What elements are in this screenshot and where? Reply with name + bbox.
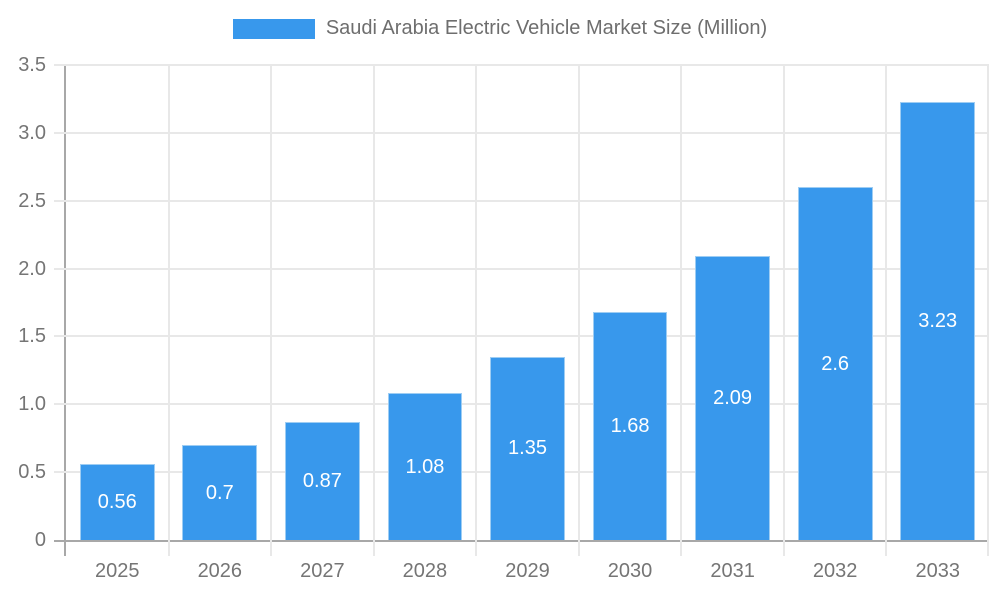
y-axis-line	[64, 65, 66, 556]
bar: 0.7	[182, 445, 258, 540]
bar-value-label: 3.23	[918, 309, 958, 332]
v-gridline	[577, 65, 580, 556]
bar-value-label: 1.68	[610, 415, 650, 437]
bar: 1.68	[592, 312, 668, 540]
bar-value-label: 0.56	[97, 491, 137, 513]
x-tick-label: 2032	[812, 560, 858, 582]
v-gridline	[372, 65, 375, 556]
plot-area: 0 0.5 1.0 1.5 2.0 2.5 3.0 3.5 0.56 2025 0.7 2026 0.8…	[18, 54, 989, 582]
x-tick-label: 2025	[95, 560, 140, 582]
v-gridline	[680, 65, 683, 556]
v-gridline	[167, 65, 170, 556]
x-tick-label: 2026	[197, 560, 243, 582]
x-tick-label: 2027	[300, 560, 345, 582]
x-tick-label: 2028	[402, 560, 448, 582]
bar-value-label: 2.6	[821, 352, 850, 375]
bar: 1.35	[490, 356, 565, 540]
y-tick-label: 0.5	[18, 461, 46, 484]
legend-swatch-icon	[232, 18, 315, 39]
legend[interactable]: Saudi Arabia Electric Vehicle Market Siz…	[0, 17, 1000, 40]
bar-value-label: 2.09	[713, 387, 753, 410]
y-tick-label: 3.5	[18, 54, 46, 76]
h-gridline	[54, 131, 989, 134]
bar: 3.23	[900, 101, 976, 540]
v-gridline	[987, 65, 989, 556]
bar-value-label: 1.08	[405, 455, 445, 478]
v-gridline	[782, 65, 785, 556]
y-tick-label: 0	[34, 529, 46, 551]
legend-label: Saudi Arabia Electric Vehicle Market Siz…	[325, 17, 768, 39]
v-gridline	[475, 65, 478, 556]
y-tick-label: 3.0	[18, 121, 46, 144]
y-tick-label: 2.0	[18, 257, 46, 280]
bar-value-label: 0.7	[205, 481, 234, 504]
x-axis-line	[54, 540, 989, 542]
x-tick-label: 2033	[915, 560, 960, 582]
x-tick-label: 2029	[505, 560, 550, 582]
bar-value-label: 1.35	[508, 437, 547, 460]
bar: 2.09	[695, 256, 771, 540]
h-gridline	[54, 267, 989, 270]
bar: 1.08	[387, 393, 463, 540]
v-gridline	[270, 65, 273, 556]
y-tick-label: 1.0	[18, 393, 46, 416]
h-gridline	[54, 199, 989, 202]
bar: 2.6	[797, 187, 873, 540]
h-gridline	[54, 335, 989, 338]
y-tick-label: 1.5	[18, 325, 46, 348]
bar: 0.87	[284, 421, 360, 540]
x-tick-label: 2031	[710, 560, 755, 582]
bar: 0.56	[79, 464, 155, 540]
v-gridline	[885, 65, 888, 556]
bar-value-label: 0.87	[302, 469, 342, 492]
h-gridline	[54, 64, 989, 66]
y-tick-label: 2.5	[18, 189, 46, 212]
x-tick-label: 2030	[607, 560, 653, 582]
